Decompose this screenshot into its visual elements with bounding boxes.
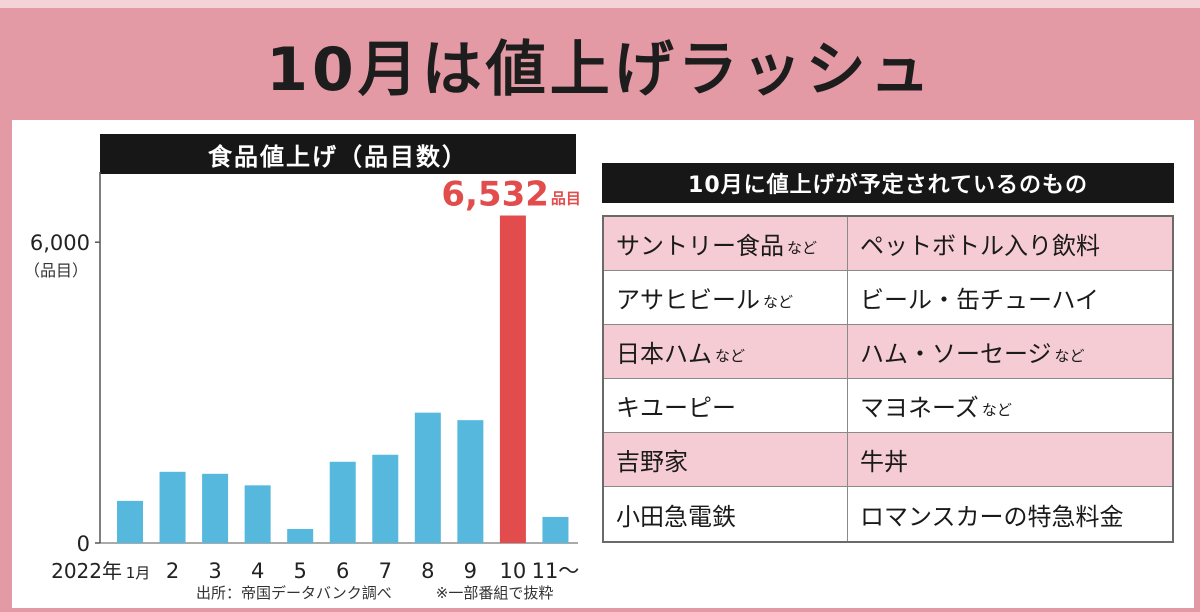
chart-title: 食品値上げ（品目数） <box>100 134 576 174</box>
company-name: 日本ハム <box>616 340 712 368</box>
highlight-unit-label: 品目 <box>551 190 581 208</box>
item-name: ロマンスカーの特急料金 <box>860 502 1124 531</box>
x-tick-label: 4 <box>251 559 264 583</box>
item-cell: マヨネーズ など <box>848 379 1172 432</box>
company-name: サントリー食品 <box>616 232 784 260</box>
company-name: キユーピー <box>616 394 736 422</box>
y-tick-label: 0 <box>77 532 90 556</box>
source-note: 出所：帝国データバンク調べ ※一部番組で抜粋 <box>196 582 596 606</box>
item-cell: ロマンスカーの特急料金 <box>848 487 1172 541</box>
x-tick-label: 11〜 <box>532 559 580 583</box>
bar <box>329 461 356 543</box>
x-tick-label: 5 <box>293 559 306 583</box>
company-cell: サントリー食品 など <box>604 217 848 270</box>
x-tick-year-label: 2022年 <box>51 559 122 583</box>
company-cell: 吉野家 <box>604 433 848 486</box>
y-axis-unit-label: （品目） <box>24 261 88 280</box>
item-cell: 牛丼 <box>848 433 1172 486</box>
item-name: ビール・缶チューハイ <box>860 286 1100 314</box>
item-suffix: など <box>1054 347 1085 365</box>
x-tick-label: 9 <box>464 559 477 583</box>
x-tick-label: 3 <box>208 559 221 583</box>
bar <box>117 500 143 543</box>
x-tick-label: 1月 <box>126 564 151 582</box>
y-tick-label: 6,000 <box>30 231 90 255</box>
item-name: ペットボトル入り飲料 <box>860 232 1100 260</box>
highlight-value-label: 6,532 <box>441 175 549 215</box>
table-title: 10月に値上げが予定されているのもの <box>602 163 1174 203</box>
company-cell: アサヒビール など <box>604 271 848 324</box>
table-row: 日本ハム など ハム・ソーセージ など <box>604 325 1172 379</box>
bar <box>159 471 186 543</box>
company-suffix: など <box>763 293 794 311</box>
excerpt-note: ※一部番組で抜粋 <box>435 584 554 602</box>
company-name: 吉野家 <box>616 448 688 476</box>
company-cell: 小田急電鉄 <box>604 487 848 541</box>
item-cell: ハム・ソーセージ など <box>848 325 1172 378</box>
bar <box>202 473 229 543</box>
company-suffix: など <box>715 347 746 365</box>
x-tick-label: 7 <box>379 559 392 583</box>
company-suffix: など <box>787 239 818 257</box>
item-name: ハム・ソーセージ <box>860 340 1052 368</box>
table-row: 小田急電鉄 ロマンスカーの特急料金 <box>604 487 1172 541</box>
table-row: アサヒビール など ビール・缶チューハイ <box>604 271 1172 325</box>
x-tick-label: 6 <box>336 559 349 583</box>
bar <box>287 528 314 543</box>
bar <box>542 516 569 543</box>
bar <box>457 420 484 543</box>
top-strip <box>0 0 1200 8</box>
table-row: サントリー食品 など ペットボトル入り飲料 <box>604 217 1172 271</box>
bar-highlight <box>499 215 526 543</box>
bar <box>372 454 399 543</box>
item-name: 牛丼 <box>860 448 908 476</box>
item-name: マヨネーズ <box>860 394 979 422</box>
company-cell: キユーピー <box>604 379 848 432</box>
x-tick-label: 8 <box>421 559 434 583</box>
bar <box>244 485 271 543</box>
table-row: 吉野家 牛丼 <box>604 433 1172 487</box>
item-suffix: など <box>981 401 1012 419</box>
page-title: 10月は値上げラッシュ <box>266 34 934 105</box>
x-tick-label: 10 <box>500 559 527 583</box>
x-tick-label: 2 <box>166 559 179 583</box>
item-cell: ペットボトル入り飲料 <box>848 217 1172 270</box>
table-row: キユーピー マヨネーズ など <box>604 379 1172 433</box>
source-citation: 出所：帝国データバンク調べ <box>196 584 392 602</box>
company-cell: 日本ハム など <box>604 325 848 378</box>
company-name: 小田急電鉄 <box>616 502 736 531</box>
price-increase-table: サントリー食品 など ペットボトル入り飲料 アサヒビール など ビール・缶チューハイ… <box>602 215 1174 543</box>
bar <box>414 412 441 543</box>
item-cell: ビール・缶チューハイ <box>848 271 1172 324</box>
company-name: アサヒビール <box>616 286 760 314</box>
